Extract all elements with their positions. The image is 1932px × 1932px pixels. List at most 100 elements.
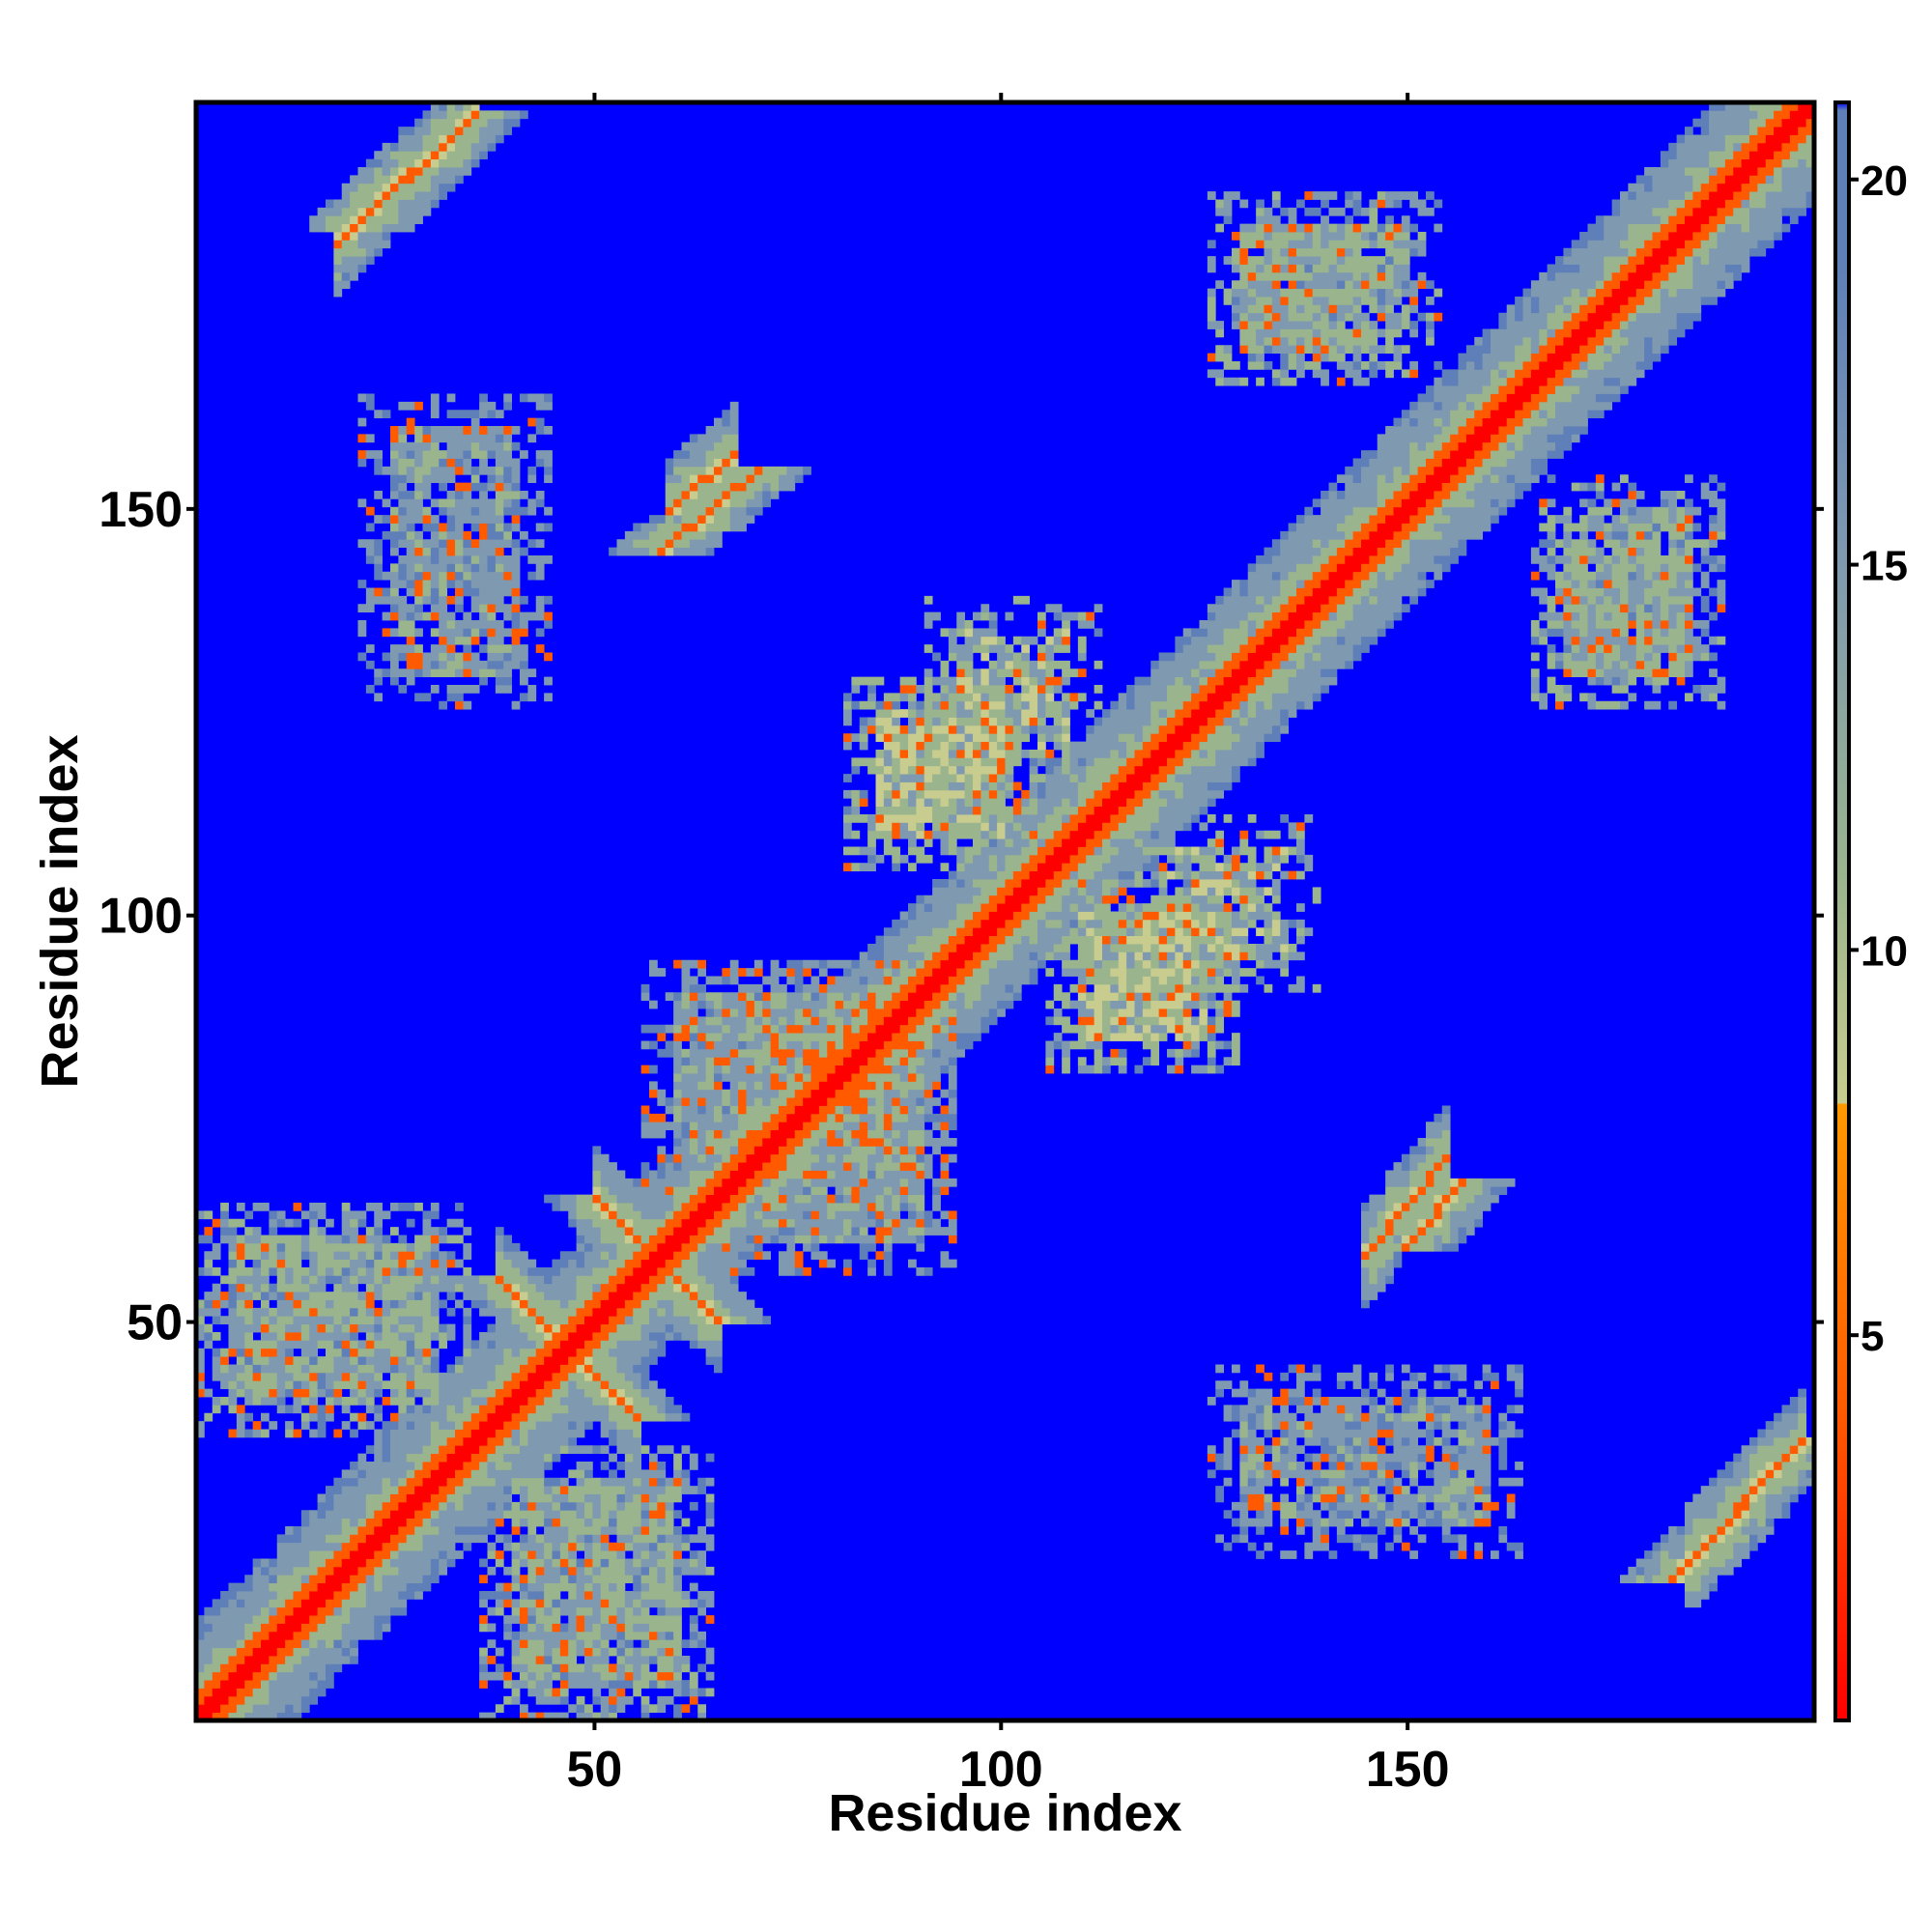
heatmap-cell — [609, 1631, 617, 1640]
heatmap-cell — [511, 1582, 521, 1592]
heatmap-cell — [624, 1631, 634, 1640]
heatmap-cell — [495, 1671, 504, 1681]
heatmap-cell — [592, 1606, 602, 1616]
heatmap-cell — [640, 1558, 650, 1568]
heatmap-cell — [640, 1203, 650, 1211]
heatmap-cell — [779, 1081, 787, 1091]
heatmap-cell — [252, 1340, 262, 1350]
heatmap-cell — [422, 1397, 432, 1406]
heatmap-cell — [609, 1356, 617, 1365]
heatmap-cell — [326, 223, 334, 233]
heatmap-cell — [827, 1024, 837, 1034]
heatmap-cell — [430, 110, 440, 120]
heatmap-cell — [779, 1129, 787, 1139]
heatmap-cell — [463, 1307, 472, 1317]
heatmap-cell — [390, 1275, 399, 1285]
heatmap-cell — [439, 1566, 448, 1576]
heatmap-cell — [657, 1203, 667, 1211]
heatmap-cell — [843, 983, 852, 993]
heatmap-cell — [552, 1421, 561, 1430]
heatmap-cell — [212, 1218, 221, 1228]
heatmap-cell — [309, 1688, 319, 1697]
heatmap-cell — [729, 1009, 739, 1017]
heatmap-cell — [374, 1372, 384, 1381]
heatmap-cell — [624, 1412, 634, 1422]
heatmap-cell — [640, 1065, 650, 1074]
heatmap-cell — [705, 539, 715, 549]
heatmap-cell — [568, 1299, 578, 1309]
heatmap-cell — [446, 1510, 456, 1520]
heatmap-cell — [204, 1267, 213, 1276]
heatmap-cell — [406, 1518, 415, 1527]
heatmap-cell — [681, 1097, 691, 1106]
heatmap-cell — [673, 1599, 682, 1608]
heatmap-cell — [487, 1542, 497, 1551]
heatmap-cell — [326, 1372, 334, 1381]
heatmap-cell — [326, 1606, 334, 1616]
heatmap-cell — [738, 1009, 747, 1017]
heatmap-cell — [624, 1534, 634, 1544]
heatmap-cell — [673, 1477, 682, 1487]
heatmap-cell — [317, 1292, 327, 1300]
heatmap-cell — [753, 1235, 763, 1244]
heatmap-cell — [786, 968, 796, 977]
heatmap-cell — [689, 547, 698, 556]
heatmap-cell — [609, 1251, 617, 1261]
heatmap-cell — [479, 1453, 488, 1463]
heatmap-cell — [559, 1323, 569, 1333]
heatmap-cell — [600, 1259, 610, 1268]
heatmap-cell — [657, 1146, 667, 1155]
heatmap-cell — [365, 660, 375, 669]
heatmap-cell — [390, 1462, 399, 1470]
heatmap-cell — [326, 1348, 334, 1357]
heatmap-cell — [503, 1599, 513, 1608]
heatmap-cell — [398, 539, 408, 549]
heatmap-cell — [374, 240, 384, 249]
heatmap-cell — [406, 1469, 415, 1479]
heatmap-cell — [422, 1332, 432, 1341]
heatmap-cell — [657, 968, 667, 977]
heatmap-cell — [649, 1203, 658, 1211]
heatmap-cell — [665, 498, 674, 508]
heatmap-cell — [495, 1292, 504, 1300]
heatmap-cell — [463, 1526, 472, 1535]
heatmap-cell — [503, 1421, 513, 1430]
heatmap-cell — [422, 1558, 432, 1568]
heatmap-cell — [463, 1380, 472, 1390]
heatmap-cell — [350, 1323, 358, 1333]
heatmap-cell — [374, 1623, 384, 1633]
heatmap-cell — [390, 1469, 399, 1479]
heatmap-cell — [794, 992, 804, 1002]
heatmap-cell — [430, 604, 440, 613]
heatmap-cell — [446, 110, 456, 120]
heatmap-cell — [633, 1259, 642, 1268]
heatmap-cell — [633, 1397, 642, 1406]
heatmap-cell — [479, 1477, 488, 1487]
heatmap-cell — [559, 1647, 569, 1657]
heatmap-cell — [446, 1405, 456, 1414]
heatmap-cell — [439, 628, 448, 638]
heatmap-cell — [470, 628, 480, 638]
heatmap-cell — [439, 523, 448, 532]
heatmap-cell — [252, 1663, 262, 1673]
heatmap-cell — [609, 1453, 617, 1463]
heatmap-cell — [390, 1340, 399, 1350]
heatmap-cell — [503, 1380, 513, 1390]
heatmap-cell — [689, 491, 698, 499]
heatmap-cell — [794, 968, 804, 977]
heatmap-cell — [552, 1558, 561, 1568]
heatmap-cell — [414, 628, 423, 638]
heatmap-cell — [609, 1526, 617, 1535]
heatmap-cell — [535, 571, 545, 581]
heatmap-cell — [463, 151, 472, 160]
heatmap-cell — [794, 959, 804, 969]
heatmap-cell — [584, 1518, 593, 1527]
heatmap-cell — [196, 1615, 205, 1624]
heatmap-cell — [552, 1405, 561, 1414]
heatmap-cell — [633, 1534, 642, 1544]
heatmap-cell — [382, 1332, 391, 1341]
heatmap-cell — [827, 1178, 837, 1187]
heatmap-cell — [511, 110, 521, 120]
heatmap-cell — [624, 1307, 634, 1317]
heatmap-cell — [843, 1162, 852, 1171]
